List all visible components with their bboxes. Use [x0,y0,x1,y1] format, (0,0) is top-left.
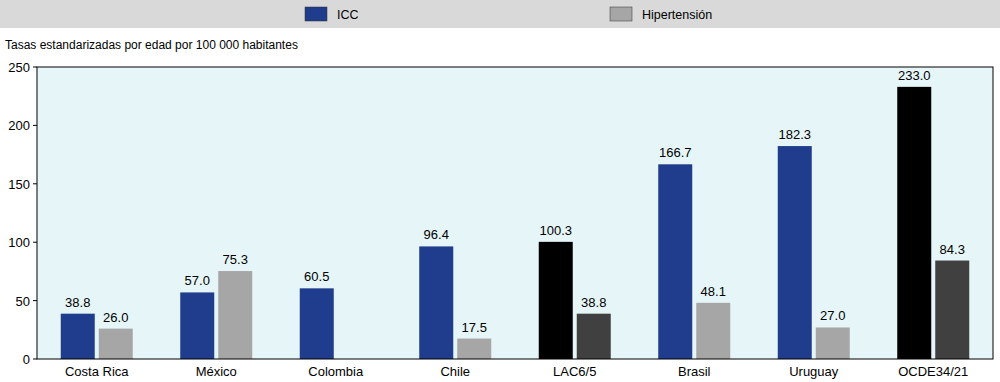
data-label: 96.4 [424,227,449,242]
y-tick-label: 200 [8,118,30,133]
chart: ICC Hipertensión Tasas estandarizadas por … [0,0,1000,382]
data-label: 38.8 [65,295,90,310]
bar [61,314,95,359]
legend-label: ICC [337,8,359,22]
y-tick [33,300,37,301]
x-tick-label: LAC6/5 [553,364,596,379]
data-label: 233.0 [898,68,931,83]
data-label: 48.1 [701,284,726,299]
bar [539,242,573,359]
bars [61,87,970,359]
data-label: 26.0 [103,310,128,325]
y-tick-label: 250 [8,60,30,75]
y-tick [33,242,37,243]
bar [577,314,611,359]
y-tick-label: 0 [23,352,30,367]
y-tick [33,67,37,68]
bar [897,87,931,359]
data-label: 84.3 [940,242,965,257]
x-tick-label: Colombia [308,364,364,379]
bar [935,261,969,359]
bar [300,288,334,359]
bar [419,246,453,359]
x-tick-label: Chile [440,364,470,379]
legend-label: Hipertensión [642,8,712,22]
bar [696,303,730,359]
bar [778,146,812,359]
bar [816,327,850,359]
bar [218,271,252,359]
y-tick-label: 100 [8,235,30,250]
bar [457,339,491,359]
data-label: 166.7 [659,145,692,160]
legend-band [0,0,1000,28]
data-label: 57.0 [185,273,210,288]
legend-swatch [305,7,327,21]
y-axis-title: Tasas estandarizadas por edad por 100 00… [5,38,298,52]
bar [99,329,133,359]
data-label: 182.3 [778,127,811,142]
y-tick [33,125,37,126]
x-tick-label: OCDE34/21 [898,364,968,379]
data-label: 60.5 [304,269,329,284]
data-label: 75.3 [223,252,248,267]
x-tick-label: México [196,364,237,379]
data-label: 17.5 [462,320,487,335]
data-label: 27.0 [820,308,845,323]
x-tick-label: Brasil [678,364,711,379]
y-tick [33,359,37,360]
bar [180,292,214,359]
x-tick-label: Uruguay [789,364,839,379]
data-label: 100.3 [539,223,572,238]
data-label: 38.8 [581,295,606,310]
y-tick-label: 50 [16,294,30,309]
x-tick-label: Costa Rica [65,364,129,379]
bar [658,164,692,359]
plot-frame [37,67,993,359]
legend-swatch [610,7,632,21]
y-tick [33,183,37,184]
plot-background [37,67,993,359]
y-tick-label: 150 [8,177,30,192]
